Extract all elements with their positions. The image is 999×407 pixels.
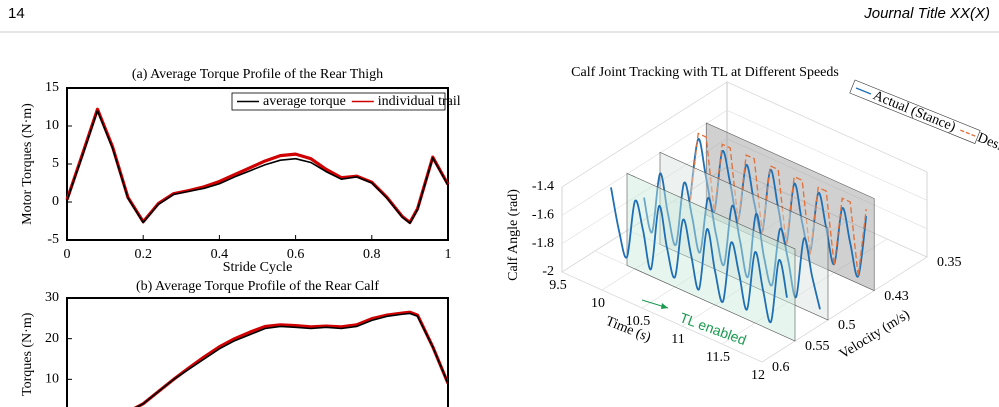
grid-line (561, 138, 928, 244)
legend-box (849, 79, 981, 144)
x-tick-label: 12 (751, 368, 765, 383)
grid-line (601, 184, 768, 291)
x-tick-label: 10 (591, 296, 605, 311)
plot-area (65, 107, 450, 225)
speed-plane (626, 172, 796, 342)
data-line (643, 172, 821, 310)
legend-label: Actual (Stance) (871, 88, 958, 135)
grid-line (761, 256, 928, 363)
speed-plane (659, 151, 829, 321)
y-tick-label: 0 (52, 194, 59, 209)
grid-line (681, 220, 848, 327)
z-tick-label: -1.8 (532, 236, 554, 251)
legend-box (231, 92, 446, 111)
chart-title: (a) Average Torque Profile of the Rear T… (132, 67, 383, 82)
chart-title: Calf Joint Tracking with TL at Different… (571, 65, 839, 80)
data-line (133, 310, 448, 407)
y-tick-label: 0.35 (937, 255, 962, 270)
y-tick-label: 0.6 (772, 360, 790, 375)
grid-line (561, 109, 928, 216)
x-tick-label: 9.5 (549, 278, 567, 293)
data-line (66, 110, 449, 225)
x-tick-label: 1 (445, 247, 452, 262)
chart-title: (b) Average Torque Profile of the Rear C… (136, 279, 379, 294)
y-axis-label: Motor Torques (N·m) (20, 103, 35, 225)
plot-area (133, 310, 448, 407)
z-axis-label: Calf Angle (rad) (506, 189, 521, 281)
legend: Actual (Stance) Desired (849, 79, 999, 161)
z-tick-label: -1.4 (532, 179, 554, 194)
legend-label: individual trail (378, 94, 461, 109)
z-tick-label: -2 (542, 264, 554, 279)
x-tick-label: 0.4 (211, 247, 229, 262)
data-line (65, 107, 450, 225)
grid-line (561, 166, 728, 273)
annotation-arrowhead (661, 303, 668, 309)
x-tick-label: 0.6 (287, 247, 305, 262)
x-tick-label: 0 (64, 247, 71, 262)
x-tick-label: 0.2 (134, 247, 152, 262)
data-line (689, 132, 867, 277)
legend-label: Desired (975, 130, 999, 160)
y-axis-label: Torques (N·m) (20, 312, 35, 396)
legend-swatch (855, 87, 872, 95)
y-axis-label: Velocity (m/s) (837, 307, 913, 362)
data-line (135, 312, 448, 407)
page-number: 14 (8, 5, 25, 22)
y-tick-label: 30 (45, 290, 59, 305)
y-tick-label: 15 (45, 80, 59, 95)
y-tick-label: 20 (45, 331, 59, 346)
legend-label: average torque (263, 94, 346, 109)
z-tick-label: -1.6 (532, 208, 554, 223)
y-tick-label: 0.43 (884, 289, 909, 304)
grid-line (561, 271, 763, 363)
legend-swatch (960, 129, 976, 137)
y-tick-label: 0.55 (805, 339, 830, 354)
y-tick-label: 10 (45, 372, 59, 387)
x-tick-label: 11 (671, 332, 684, 347)
y-tick-label: 10 (45, 118, 59, 133)
x-tick-label: 0.8 (363, 247, 381, 262)
journal-title: Journal Title XX(X) (863, 5, 990, 22)
grid-line (721, 238, 888, 345)
data-line (610, 187, 788, 324)
y-tick-label: 5 (52, 156, 59, 171)
axes-frame (66, 297, 449, 407)
y-tick-label: -5 (47, 232, 59, 247)
grid-line (726, 166, 928, 258)
x-tick-label: 11.5 (706, 350, 730, 365)
x-axis-label: Stride Cycle (223, 260, 293, 275)
grid-line (561, 81, 928, 188)
y-tick-label: 0.5 (838, 318, 856, 333)
x-tick-label: 10.5 (626, 314, 651, 329)
